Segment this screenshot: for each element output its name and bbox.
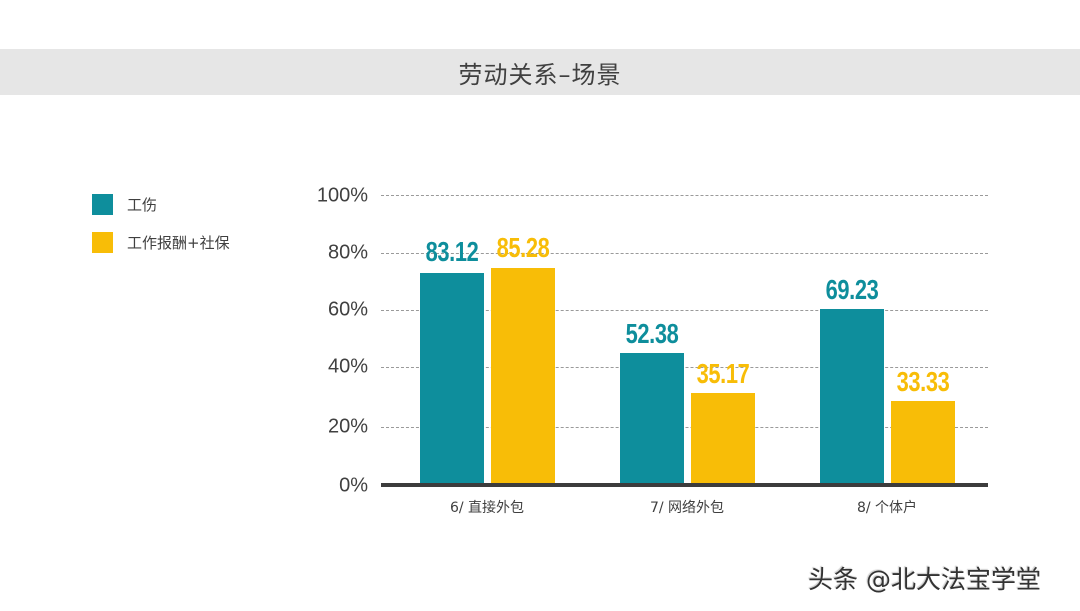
- x-label-self-employed: 8/ 个体户: [856, 500, 918, 516]
- bar-injury-direct-outsourcing: [420, 273, 484, 483]
- y-tick-80: 80%: [327, 241, 368, 264]
- watermark: 头条 @北大法宝学堂: [808, 565, 1041, 594]
- y-tick-100: 100%: [316, 184, 368, 207]
- y-tick-0: 0%: [339, 474, 368, 497]
- legend-item-pay-social: 工作报酬+社保: [92, 231, 230, 253]
- bar-injury-self-employed: [820, 309, 884, 483]
- x-axis: [381, 483, 988, 487]
- legend-label: 工作报酬+社保: [127, 233, 230, 252]
- x-label-network-outsourcing: 7/ 网络外包: [649, 500, 725, 516]
- y-tick-60: 60%: [327, 298, 368, 321]
- x-label-direct-outsourcing: 6/ 直接外包: [449, 500, 525, 516]
- title-band: 劳动关系–场景: [0, 49, 1080, 95]
- legend-swatch-yellow: [92, 231, 113, 253]
- y-tick-20: 20%: [327, 415, 368, 438]
- gridline-60: [381, 310, 988, 311]
- bar-label: 83.12: [425, 236, 479, 267]
- chart-title: 劳动关系–场景: [458, 60, 622, 89]
- gridline-40: [381, 367, 988, 368]
- bar-label: 35.17: [696, 358, 750, 389]
- bar-label: 52.38: [625, 318, 679, 349]
- legend: 工伤 工作报酬+社保: [92, 193, 230, 269]
- legend-item-injury: 工伤: [92, 193, 230, 215]
- bar-pay-network-outsourcing: [691, 393, 755, 483]
- bar-injury-network-outsourcing: [620, 353, 684, 483]
- gridline-80: [381, 253, 988, 254]
- bar-pay-self-employed: [891, 401, 955, 483]
- gridline-20: [381, 427, 988, 428]
- bar-label: 33.33: [896, 366, 950, 397]
- legend-swatch-teal: [92, 193, 113, 215]
- bar-pay-direct-outsourcing: [491, 268, 555, 483]
- bar-label: 85.28: [496, 232, 550, 263]
- gridline-100: [381, 195, 988, 196]
- legend-label: 工伤: [127, 195, 158, 214]
- bar-label: 69.23: [825, 274, 879, 305]
- y-tick-40: 40%: [327, 355, 368, 378]
